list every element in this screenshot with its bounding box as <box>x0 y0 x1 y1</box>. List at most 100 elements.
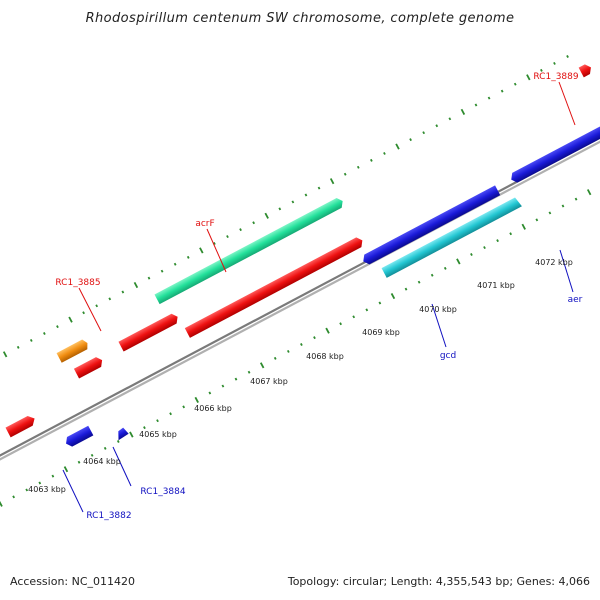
minor-tick <box>156 419 159 423</box>
gene-labels: RC1_3889 acrF RC1_3885 aer gcd RC1_3884 … <box>55 72 582 521</box>
kbp-tick-label: 4072 kbp <box>535 258 573 267</box>
minor-tick <box>417 280 421 284</box>
minor-tick <box>186 255 190 259</box>
gene-reverse-blue-left[interactable] <box>63 425 94 449</box>
gene-label-rc1-3885[interactable]: RC1_3885 <box>55 278 100 288</box>
minor-tick <box>365 308 369 312</box>
minor-tick <box>286 349 290 353</box>
major-tick <box>194 396 199 403</box>
callout-line-gcd <box>431 303 447 348</box>
gene-aer[interactable] <box>509 123 600 185</box>
minor-tick <box>313 336 316 340</box>
gene-label-rc1-3889[interactable]: RC1_3889 <box>533 72 578 82</box>
gene-forward-orange[interactable] <box>56 338 90 363</box>
reverse-tick-row <box>0 189 592 507</box>
minor-tick <box>383 151 386 155</box>
minor-tick <box>474 103 478 107</box>
accession-text: Accession: NC_011420 <box>10 575 135 588</box>
minor-tick <box>234 377 238 381</box>
minor-tick <box>535 218 539 222</box>
minor-tick <box>404 287 408 291</box>
minor-tick <box>470 253 473 256</box>
callout-line-rc1-3884 <box>112 446 132 487</box>
minor-tick <box>553 61 556 65</box>
minor-tick <box>252 221 256 225</box>
minor-tick <box>500 89 504 93</box>
minor-tick <box>487 96 491 100</box>
kbp-tick-label: 4066 kbp <box>194 404 232 413</box>
major-tick <box>68 316 73 323</box>
kbp-tick-label: 4068 kbp <box>306 352 344 361</box>
gene-gcd[interactable] <box>381 197 522 278</box>
genome-backbone <box>0 118 600 477</box>
minor-tick <box>90 453 94 457</box>
kbp-tick-label: 4067 kbp <box>250 377 288 386</box>
gene-forward-left-edge[interactable] <box>5 414 37 438</box>
major-tick <box>129 431 134 438</box>
gene-rc1-3884[interactable] <box>114 427 129 441</box>
minor-tick <box>513 82 517 86</box>
minor-tick <box>221 384 225 388</box>
kbp-tick-labels: 4063 kbp 4064 kbp 4065 kbp 4066 kbp 4067 kbp… <box>28 258 573 494</box>
gene-acrF[interactable] <box>154 196 345 305</box>
minor-tick <box>540 68 543 72</box>
major-tick <box>456 258 461 265</box>
minor-tick <box>356 165 360 169</box>
gene-forward-red-long[interactable] <box>184 236 365 338</box>
major-tick <box>390 292 396 300</box>
gene-label-aer[interactable]: aer <box>568 295 583 305</box>
callout-line-rc1-3882 <box>62 469 84 513</box>
gene-rc1-3885[interactable] <box>118 312 180 352</box>
minor-tick <box>147 276 151 280</box>
minor-tick <box>370 158 373 162</box>
minor-tick <box>443 266 447 270</box>
major-tick <box>264 212 269 219</box>
kbp-tick-label: 4070 kbp <box>419 305 457 314</box>
major-tick <box>259 362 265 369</box>
gene-label-acrF[interactable]: acrF <box>195 219 214 229</box>
major-tick <box>0 500 3 507</box>
minor-tick <box>273 356 277 360</box>
genome-summary-text: Topology: circular; Length: 4,355,543 bp… <box>287 575 590 588</box>
major-tick <box>133 281 139 289</box>
minor-tick <box>160 269 164 273</box>
minor-tick <box>291 200 295 204</box>
minor-tick <box>143 426 146 430</box>
gene-callouts <box>62 81 576 513</box>
minor-tick <box>247 370 251 374</box>
minor-tick <box>574 197 578 201</box>
gene-label-rc1-3884[interactable]: RC1_3884 <box>140 487 185 497</box>
minor-tick <box>116 439 120 443</box>
minor-tick <box>208 391 212 395</box>
kbp-tick-label: 4069 kbp <box>362 328 400 337</box>
major-tick <box>521 223 526 230</box>
gene-forward-red-small[interactable] <box>73 355 105 379</box>
callout-line-rc1-3889 <box>558 81 576 126</box>
kbp-tick-label: 4064 kbp <box>83 457 121 466</box>
minor-tick <box>121 290 125 294</box>
major-tick <box>460 108 466 115</box>
map-title: Rhodospirillum centenum SW chromosome, c… <box>86 11 515 26</box>
gene-rc1-3889[interactable] <box>578 62 594 78</box>
major-tick <box>63 466 69 473</box>
minor-tick <box>317 186 321 190</box>
forward-tick-row <box>2 55 569 358</box>
minor-tick <box>38 481 42 485</box>
minor-tick <box>548 211 552 215</box>
minor-tick <box>339 322 342 326</box>
minor-tick <box>343 172 347 176</box>
minor-tick <box>56 325 59 329</box>
gene-label-gcd[interactable]: gcd <box>440 351 456 361</box>
minor-tick <box>496 239 499 243</box>
forward-strand-genes <box>5 62 594 438</box>
gene-reverse-blue-mid[interactable] <box>361 185 501 266</box>
gene-label-rc1-3882[interactable]: RC1_3882 <box>86 511 131 521</box>
kbp-tick-label: 4071 kbp <box>477 281 515 290</box>
minor-tick <box>378 301 382 305</box>
minor-tick <box>409 138 412 142</box>
minor-tick <box>182 405 186 409</box>
major-tick <box>325 327 330 334</box>
minor-tick <box>43 332 46 335</box>
minor-tick <box>173 262 177 266</box>
minor-tick <box>25 488 29 492</box>
